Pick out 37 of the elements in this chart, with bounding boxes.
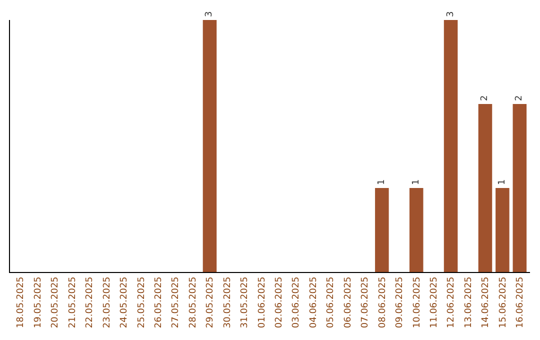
data-label: 3: [204, 11, 215, 17]
x-tick-label: 26.05.2025: [154, 276, 164, 328]
x-tick-label: 21.05.2025: [68, 276, 78, 328]
x-tick-label: 09.06.2025: [395, 276, 406, 328]
x-tick-label: 16.06.2025: [516, 276, 526, 328]
x-tick-label: 05.06.2025: [326, 276, 336, 328]
x-tick-label: 30.05.2025: [222, 276, 233, 328]
x-tick-label: 14.06.2025: [481, 276, 492, 328]
x-tick-label: 25.05.2025: [136, 276, 147, 328]
x-tick-label: 27.05.2025: [171, 276, 182, 328]
x-tick-label: 11.06.2025: [430, 276, 440, 328]
data-label: 2: [514, 95, 525, 101]
x-tick-label: 07.06.2025: [360, 276, 371, 328]
data-label: 1: [411, 179, 422, 185]
x-tick-label: 19.05.2025: [33, 276, 44, 328]
x-tick-label: 24.05.2025: [120, 276, 130, 328]
x-tick-label: 29.05.2025: [206, 276, 216, 328]
data-label: 2: [480, 95, 490, 101]
x-tick-label: 12.06.2025: [446, 276, 457, 328]
x-tick-label: 03.06.2025: [292, 276, 302, 328]
x-tick-label: 01.06.2025: [257, 276, 268, 328]
data-label: 3: [446, 11, 456, 17]
x-tick-label: 02.06.2025: [274, 276, 285, 328]
x-tick-label: 22.05.2025: [85, 276, 96, 328]
data-label: 1: [497, 179, 508, 185]
x-tick-label: 08.06.2025: [378, 276, 388, 328]
x-tick-label: 20.05.2025: [50, 276, 61, 328]
x-tick-label: 23.05.2025: [102, 276, 112, 328]
x-tick-label: 18.05.2025: [16, 276, 26, 328]
x-tick-label: 28.05.2025: [188, 276, 198, 328]
x-tick-label: 04.06.2025: [308, 276, 319, 328]
x-tick-label: 10.06.2025: [412, 276, 422, 328]
x-tick-label: 31.05.2025: [240, 276, 250, 328]
data-label: 1: [376, 179, 387, 185]
x-tick-label: 13.06.2025: [464, 276, 474, 328]
x-tick-label: 15.06.2025: [498, 276, 508, 328]
x-tick-label: 06.06.2025: [343, 276, 354, 328]
